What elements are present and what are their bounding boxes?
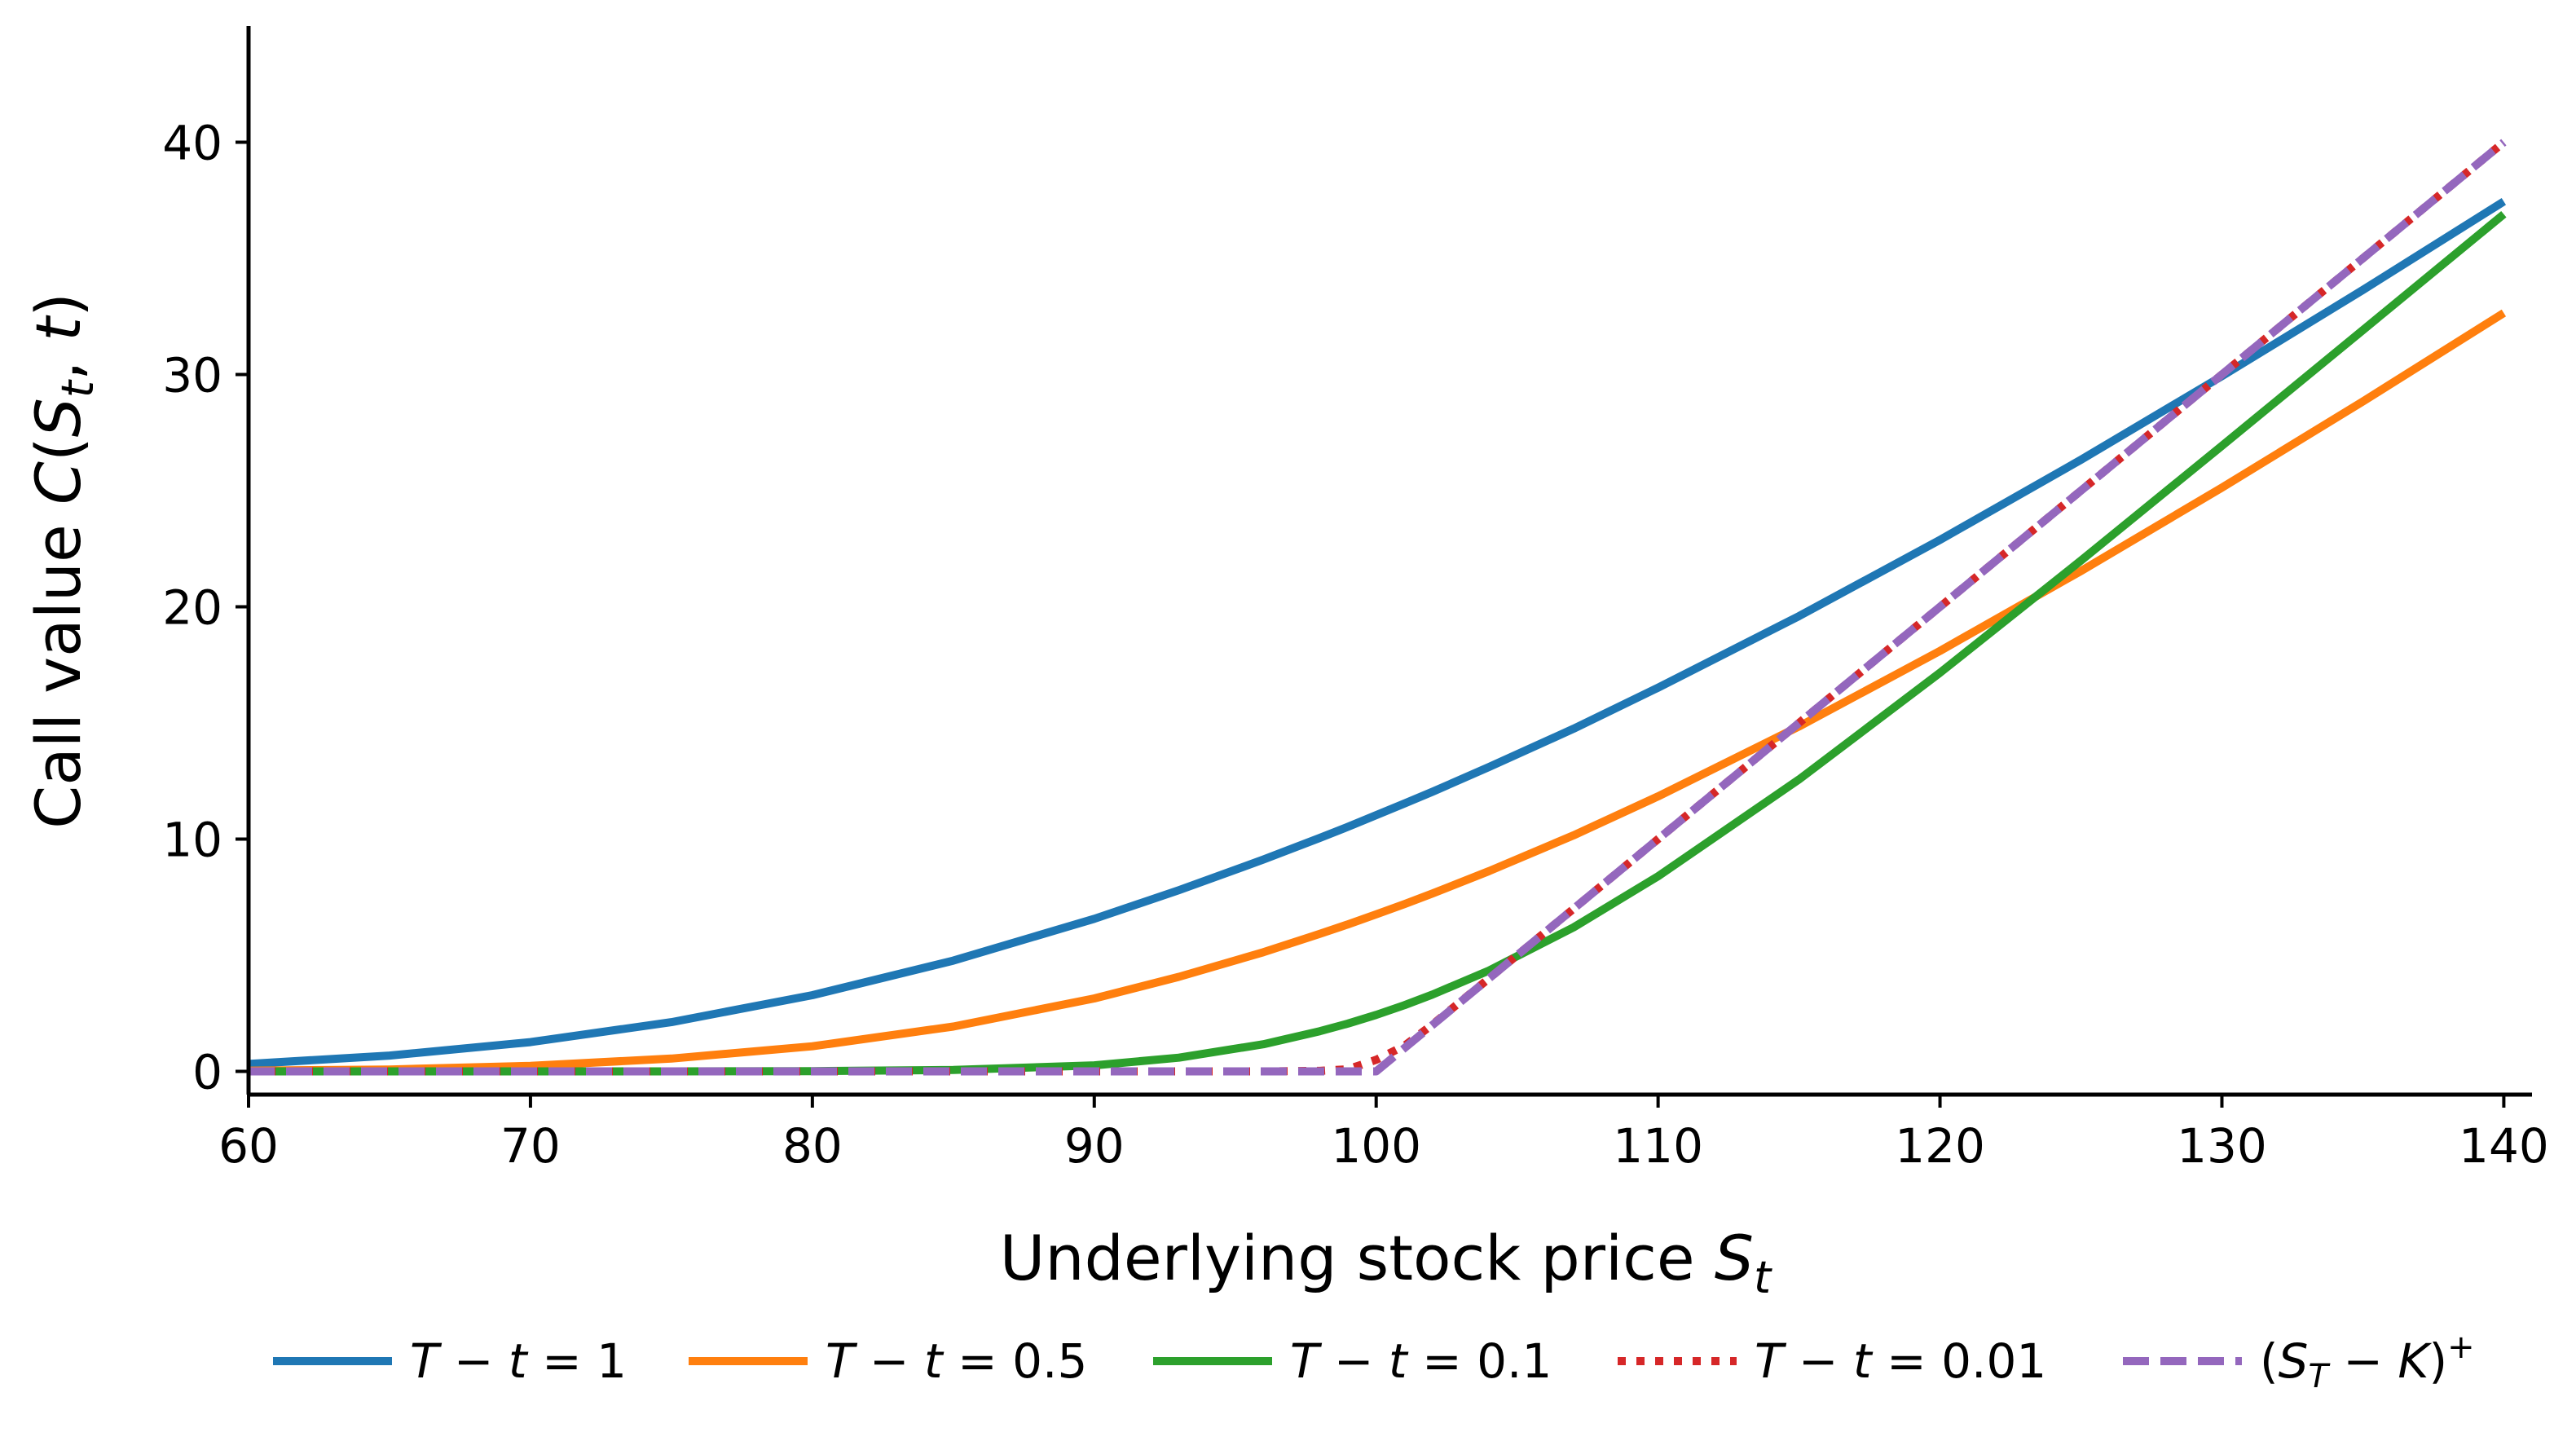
y-axis-label: Call value C(St, t) (22, 293, 103, 829)
legend-label-4: T − t = 0.01 (1755, 1333, 2046, 1389)
x-tick-label: 70 (500, 1118, 561, 1174)
y-tick-label: 10 (162, 813, 222, 868)
x-tick-label: 130 (2177, 1118, 2267, 1174)
ticks-layer: 60 70 80 90 100 110 120 130 140 0 10 20 30 40 (162, 116, 2549, 1174)
legend: T − t = 1 T − t = 0.5 T − t = 0.1 T − t = 0… (273, 1329, 2475, 1395)
x-tick-label: 120 (1895, 1118, 1985, 1174)
x-tick-label: 140 (2459, 1118, 2549, 1174)
y-tick-label: 40 (162, 116, 222, 171)
x-tick-label: 100 (1331, 1118, 1421, 1174)
y-tick-label: 30 (162, 348, 222, 403)
legend-label-1: T − t = 1 (410, 1333, 627, 1389)
series-line-1 (249, 197, 2507, 1069)
x-tick-label: 90 (1064, 1118, 1125, 1174)
y-tick-label: 20 (162, 580, 222, 636)
legend-label-2: T − t = 0.5 (826, 1333, 1087, 1389)
y-tick-label: 0 (192, 1045, 222, 1100)
legend-label-3: T − t = 0.1 (1290, 1333, 1552, 1389)
x-tick-label: 80 (782, 1118, 843, 1174)
series-line-4 (249, 139, 2507, 1076)
series-line-2 (249, 309, 2507, 1075)
axes-layer (246, 26, 2532, 1097)
series-line-5 (249, 139, 2507, 1076)
x-axis-label: Underlying stock price St (1000, 1222, 1772, 1303)
legend-label-5: (ST − K)+ (2260, 1329, 2475, 1395)
series-layer (249, 139, 2507, 1076)
series-line-3 (249, 210, 2507, 1076)
x-tick-label: 110 (1613, 1118, 1703, 1174)
x-tick-label: 60 (218, 1118, 279, 1174)
